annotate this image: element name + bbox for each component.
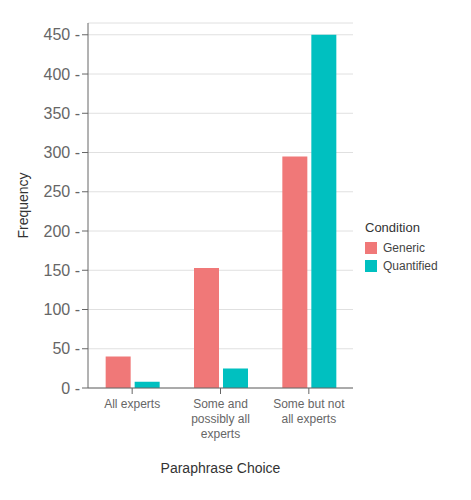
svg-text:400 -: 400 - bbox=[44, 66, 80, 83]
svg-text:Frequency: Frequency bbox=[15, 172, 31, 238]
svg-text:100 -: 100 - bbox=[44, 301, 80, 318]
html-text:Generic: Generic bbox=[383, 240, 425, 255]
svg-text:300 -: 300 - bbox=[44, 144, 80, 161]
svg-text:0 -: 0 - bbox=[61, 380, 80, 397]
svg-text:250 -: 250 - bbox=[44, 183, 80, 200]
svg-text:450 -: 450 - bbox=[44, 26, 80, 43]
svg-text:All experts: All experts bbox=[104, 397, 160, 411]
svg-text:Some andpossibly allexperts: Some andpossibly allexperts bbox=[191, 397, 250, 441]
svg-text:Some but notall experts: Some but notall experts bbox=[273, 397, 345, 426]
svg-text:50 -: 50 - bbox=[52, 340, 80, 357]
html-text:Condition: Condition bbox=[365, 219, 420, 235]
svg-text:350 -: 350 - bbox=[44, 105, 80, 122]
svg-text:Paraphrase Choice: Paraphrase Choice bbox=[161, 460, 281, 476]
svg-text:200 -: 200 - bbox=[44, 223, 80, 240]
svg-text:150 -: 150 - bbox=[44, 262, 80, 279]
html-text:Quantified: Quantified bbox=[383, 258, 438, 273]
